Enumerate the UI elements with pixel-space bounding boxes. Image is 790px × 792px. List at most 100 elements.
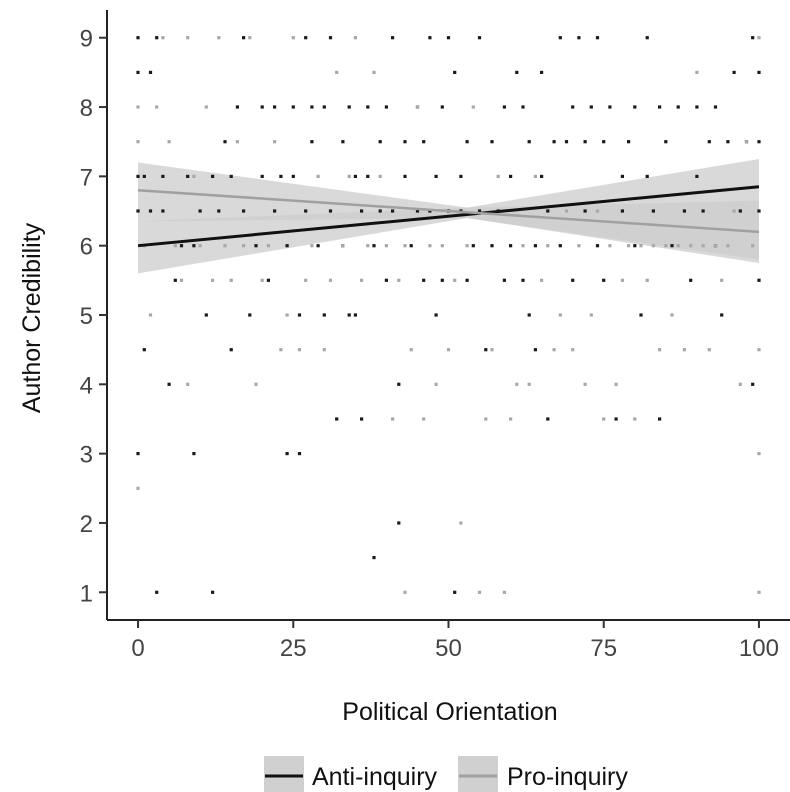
- point-anti-inquiry: [515, 70, 519, 74]
- point-anti-inquiry: [639, 313, 643, 317]
- point-anti-inquiry: [757, 278, 761, 282]
- point-pro-inquiry: [627, 244, 631, 248]
- y-tick-label: 4: [80, 372, 93, 399]
- point-pro-inquiry: [254, 382, 258, 386]
- point-pro-inquiry: [204, 105, 208, 109]
- point-anti-inquiry: [403, 140, 407, 144]
- y-tick-label: 3: [80, 442, 93, 469]
- point-anti-inquiry: [297, 313, 302, 317]
- point-anti-inquiry: [273, 105, 277, 109]
- point-anti-inquiry: [316, 244, 320, 248]
- point-anti-inquiry: [465, 140, 469, 144]
- point-pro-inquiry: [372, 70, 376, 74]
- y-tick-label: 6: [80, 234, 93, 261]
- point-anti-inquiry: [602, 140, 606, 144]
- point-pro-inquiry: [415, 105, 420, 109]
- legend-label-anti-inquiry: Anti-inquiry: [312, 763, 438, 791]
- point-anti-inquiry: [546, 209, 550, 213]
- point-anti-inquiry: [521, 105, 525, 109]
- point-anti-inquiry: [322, 105, 326, 109]
- point-anti-inquiry: [577, 36, 581, 40]
- point-pro-inquiry: [192, 174, 196, 178]
- point-pro-inquiry: [502, 590, 506, 594]
- point-anti-inquiry: [291, 174, 295, 178]
- point-anti-inquiry: [136, 36, 140, 40]
- point-pro-inquiry: [279, 348, 283, 352]
- point-anti-inquiry: [291, 105, 295, 109]
- point-pro-inquiry: [521, 244, 525, 248]
- point-anti-inquiry: [391, 209, 395, 213]
- point-anti-inquiry: [229, 348, 233, 352]
- axes: [106, 10, 790, 621]
- point-pro-inquiry: [496, 174, 500, 178]
- point-pro-inquiry: [552, 348, 556, 352]
- point-anti-inquiry: [571, 105, 575, 109]
- point-anti-inquiry: [651, 209, 655, 213]
- point-anti-inquiry: [173, 278, 177, 282]
- point-anti-inquiry: [713, 105, 718, 109]
- point-anti-inquiry: [310, 105, 314, 109]
- fit-line-pro-inquiry: [137, 188, 760, 234]
- point-anti-inquiry: [372, 244, 376, 248]
- x-tick-label: 25: [280, 635, 307, 662]
- point-pro-inquiry: [459, 521, 463, 525]
- point-anti-inquiry: [533, 348, 537, 352]
- point-pro-inquiry: [546, 244, 550, 248]
- point-anti-inquiry: [360, 209, 364, 213]
- legend-key-anti-inquiry: [264, 756, 304, 792]
- point-pro-inquiry: [173, 244, 177, 248]
- point-anti-inquiry: [490, 244, 494, 248]
- point-anti-inquiry: [695, 174, 699, 178]
- point-anti-inquiry: [161, 174, 165, 178]
- point-anti-inquiry: [571, 278, 575, 282]
- point-anti-inquiry: [328, 209, 333, 213]
- point-anti-inquiry: [726, 140, 730, 144]
- point-pro-inquiry: [658, 348, 662, 352]
- point-anti-inquiry: [595, 244, 600, 248]
- y-tick-label: 9: [80, 26, 93, 53]
- point-pro-inquiry: [360, 278, 364, 282]
- point-pro-inquiry: [310, 244, 314, 248]
- point-anti-inquiry: [322, 313, 326, 317]
- point-anti-inquiry: [453, 70, 457, 74]
- point-anti-inquiry: [757, 209, 761, 213]
- point-pro-inquiry: [720, 278, 724, 282]
- point-anti-inquiry: [136, 70, 140, 74]
- point-pro-inquiry: [726, 244, 730, 248]
- point-anti-inquiry: [446, 36, 451, 40]
- point-pro-inquiry: [353, 36, 357, 40]
- y-tick-label: 2: [80, 511, 93, 538]
- point-pro-inquiry: [366, 244, 370, 248]
- point-anti-inquiry: [658, 105, 662, 109]
- point-pro-inquiry: [136, 140, 140, 144]
- point-anti-inquiry: [695, 105, 699, 109]
- point-anti-inquiry: [397, 382, 401, 386]
- point-pro-inquiry: [757, 590, 761, 594]
- point-pro-inquiry: [713, 244, 718, 248]
- point-anti-inquiry: [310, 140, 314, 144]
- point-anti-inquiry: [422, 140, 426, 144]
- point-pro-inquiry: [614, 382, 618, 386]
- point-anti-inquiry: [192, 452, 196, 456]
- point-anti-inquiry: [397, 521, 401, 525]
- y-axis-title: Author Credibility: [18, 222, 46, 413]
- y-tick-label: 7: [80, 164, 93, 191]
- point-anti-inquiry: [148, 70, 153, 74]
- point-anti-inquiry: [223, 140, 227, 144]
- legend-key-pro-inquiry: [458, 756, 498, 792]
- point-pro-inquiry: [583, 382, 587, 386]
- point-pro-inquiry: [403, 244, 407, 248]
- point-anti-inquiry: [142, 174, 146, 178]
- point-anti-inquiry: [179, 244, 184, 248]
- point-pro-inquiry: [217, 36, 221, 40]
- point-anti-inquiry: [490, 140, 494, 144]
- point-pro-inquiry: [428, 244, 432, 248]
- point-pro-inquiry: [571, 348, 575, 352]
- point-anti-inquiry: [738, 209, 742, 213]
- point-anti-inquiry: [757, 70, 761, 74]
- point-pro-inquiry: [651, 244, 655, 248]
- point-pro-inquiry: [260, 278, 264, 282]
- point-anti-inquiry: [701, 209, 705, 213]
- point-anti-inquiry: [273, 209, 277, 213]
